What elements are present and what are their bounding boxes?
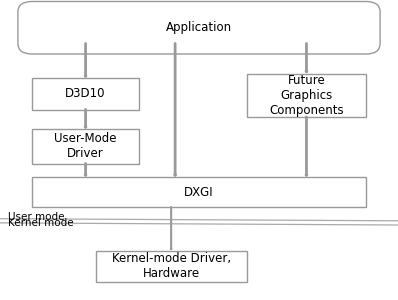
Text: Application: Application bbox=[166, 21, 232, 34]
Text: DXGI: DXGI bbox=[184, 185, 214, 199]
Text: Kernel mode: Kernel mode bbox=[8, 218, 74, 228]
Bar bbox=[32, 129, 139, 164]
Bar bbox=[96, 250, 247, 282]
Text: User mode: User mode bbox=[8, 212, 64, 222]
Text: D3D10: D3D10 bbox=[65, 87, 106, 100]
Text: Kernel-mode Driver,
Hardware: Kernel-mode Driver, Hardware bbox=[111, 252, 231, 280]
Bar bbox=[32, 177, 366, 207]
Text: User-Mode
Driver: User-Mode Driver bbox=[54, 132, 117, 160]
Text: Future
Graphics
Components: Future Graphics Components bbox=[269, 74, 344, 117]
Bar bbox=[247, 74, 366, 117]
Bar bbox=[32, 78, 139, 110]
FancyBboxPatch shape bbox=[18, 2, 380, 54]
